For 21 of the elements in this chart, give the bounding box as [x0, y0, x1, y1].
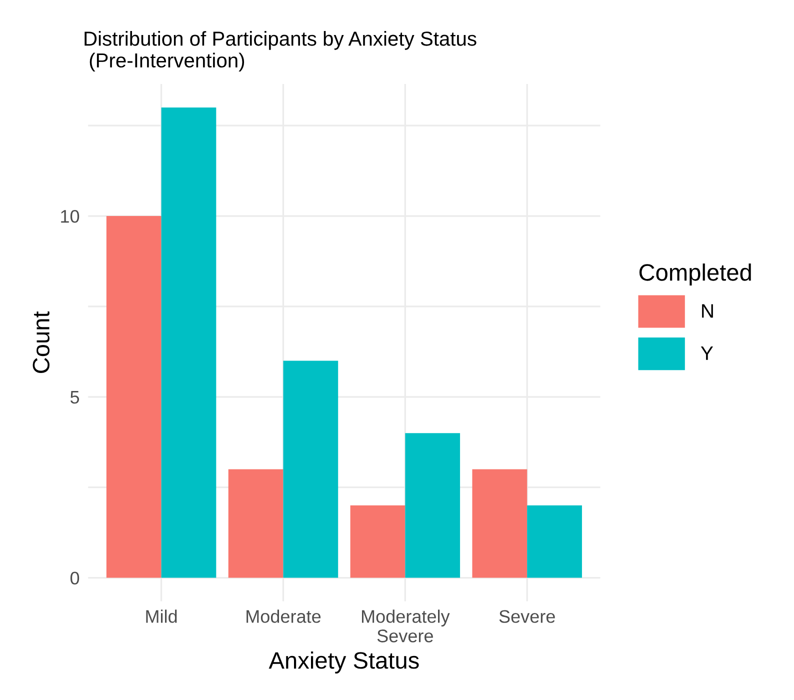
bar	[350, 505, 406, 578]
x-tick-label: Severe	[499, 610, 555, 623]
x-tick-label: Mild	[146, 610, 177, 623]
y-tick-label: 10	[61, 210, 80, 223]
bar	[161, 108, 216, 578]
x-tick-label: Moderately Severe	[362, 610, 450, 642]
chart-title: Distribution of Participants by Anxiety Status (Pre-Intervention)	[84, 31, 476, 72]
y-axis-title: Count	[32, 311, 50, 373]
legend-title: Completed	[639, 263, 751, 286]
bar	[106, 216, 162, 578]
y-tick-label: 5	[70, 391, 80, 404]
bar	[472, 469, 528, 578]
bar	[228, 469, 284, 578]
legend-label: N	[702, 304, 713, 318]
y-tick-label: 0	[70, 572, 80, 585]
bar	[283, 360, 338, 578]
x-axis-title: Anxiety Status	[268, 651, 419, 674]
bar	[527, 505, 582, 578]
legend-label: Y	[700, 346, 714, 360]
x-tick-label: Moderate	[246, 610, 321, 623]
bar	[405, 433, 460, 578]
